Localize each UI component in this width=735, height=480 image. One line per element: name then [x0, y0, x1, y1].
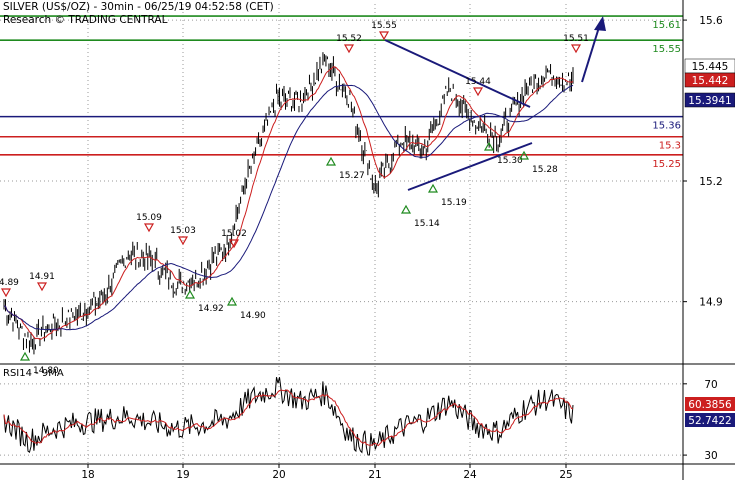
annotation-label: 14.91: [29, 272, 55, 282]
rsi-panel: 70 30 60.3856 52.7422: [0, 376, 735, 462]
annotation-label: 15.28: [532, 165, 558, 175]
rsi-value-tag: [685, 397, 735, 411]
price-series: [3, 52, 574, 355]
moving-average-fast: [3, 66, 574, 341]
time-tick-label: 25: [559, 469, 572, 480]
time-tick-label: 20: [272, 469, 285, 480]
level-label: 15.55: [652, 44, 681, 55]
annotation-label: 14.80: [33, 366, 59, 376]
forecast-arrow-head: [594, 16, 606, 31]
price-tag-label: 15.442: [692, 75, 729, 87]
annotation-label: 14.90: [240, 311, 266, 321]
level-label: 15.36: [652, 121, 681, 132]
swing-high-marker: [36, 282, 48, 292]
swing-high-marker: [343, 44, 355, 54]
level-label: 15.3: [659, 141, 681, 152]
rsi-value-label: 52.7422: [688, 415, 731, 427]
swing-low-marker: [483, 141, 495, 151]
swing-low-marker: [518, 150, 530, 160]
level-label: 15.61: [652, 20, 681, 31]
swing-high-marker: [378, 31, 390, 41]
swing-high-marker: [472, 87, 484, 97]
swing-high-marker: [228, 239, 240, 249]
level-label: 15.25: [652, 159, 681, 170]
swing-high-marker: [177, 236, 189, 246]
time-tick-label: 19: [176, 469, 189, 480]
price-tick-label: 15.2: [699, 176, 722, 188]
price-tag: [684, 92, 735, 108]
trendline-upper: [384, 39, 531, 108]
rsi-ma-line: [3, 389, 574, 447]
annotation-label: 15.03: [170, 226, 196, 236]
annotation-label: 15.02: [221, 229, 247, 239]
swing-low-marker: [226, 296, 238, 306]
rsi-line: [3, 376, 574, 456]
time-tick-label: 24: [463, 469, 477, 480]
price-tick-label: 15.6: [699, 15, 723, 27]
price-tag: [684, 72, 735, 88]
trendline-lower: [407, 142, 533, 191]
annotations: 14.89 14.91 15.09 15.03 15.02 15.52 15.55 15.44…: [0, 21, 589, 376]
annotation-label: 15.52: [336, 34, 362, 44]
swing-low-marker: [19, 351, 31, 361]
chart-title: SILVER (US$/OZ) - 30min - 06/25/19 04:52…: [3, 1, 274, 13]
annotation-label: 15.30: [497, 156, 523, 166]
annotation-label: 15.19: [441, 198, 467, 208]
swing-high-marker: [0, 288, 12, 298]
annotation-label: 14.89: [0, 278, 19, 288]
swing-low-marker: [184, 289, 196, 299]
price-tag-label: 15.3941: [688, 95, 731, 107]
annotation-label: 15.44: [465, 77, 491, 87]
time-tick-label: 21: [368, 469, 381, 480]
time-tick-label: 18: [81, 469, 94, 480]
rsi-tick-label: 30: [704, 450, 717, 462]
trendlines: [384, 16, 606, 191]
swing-low-marker: [325, 156, 337, 166]
swing-low-marker: [400, 204, 412, 214]
rsi-title: RSI14 - 9MA: [3, 368, 64, 379]
annotation-label: 14.92: [198, 304, 224, 314]
annotation-label: 15.14: [414, 219, 440, 229]
annotation-label: 15.09: [136, 213, 162, 223]
time-axis: 18 19 20 21 24 25: [0, 463, 735, 480]
annotation-label: 15.27: [339, 171, 365, 181]
swing-low-marker: [427, 183, 439, 193]
annotation-label: 15.51: [563, 34, 589, 44]
swing-high-marker: [143, 223, 155, 233]
swing-high-marker: [570, 44, 582, 54]
price-tick-label: 14.9: [699, 297, 722, 309]
forecast-arrow: [581, 23, 601, 83]
rsi-tick-label: 70: [704, 379, 717, 391]
price-tag-label: 15.445: [692, 61, 729, 73]
rsi-value-label: 60.3856: [688, 399, 732, 411]
horizontal-levels: 15.61 15.55 15.36 15.3 15.25: [0, 15, 683, 170]
moving-average-slow: [3, 84, 574, 331]
annotation-label: 15.55: [371, 21, 397, 31]
rsi-value-tag: [685, 413, 735, 427]
research-credit: Research © TRADING CENTRAL: [3, 14, 168, 26]
